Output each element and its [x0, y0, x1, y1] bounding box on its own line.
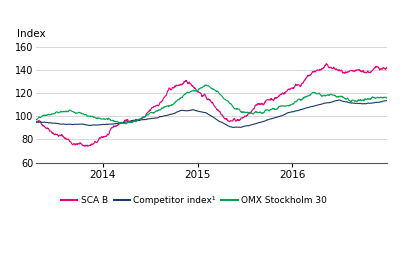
Text: Index: Index [17, 28, 45, 39]
Legend: SCA B, Competitor index¹, OMX Stockholm 30: SCA B, Competitor index¹, OMX Stockholm … [57, 192, 330, 209]
